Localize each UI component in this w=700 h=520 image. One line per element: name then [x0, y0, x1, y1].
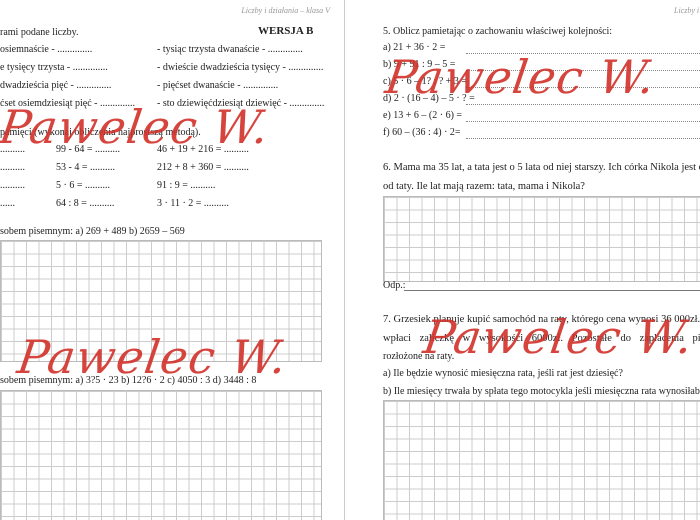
number-word-item: - sto dziewięćdziesiąt dziewięć - ......…: [157, 98, 325, 109]
mental-math-item: ......: [0, 198, 15, 209]
mental-math-item: 99 - 64 = ..........: [56, 144, 120, 155]
mental-math-item: 53 - 4 = ..........: [56, 162, 115, 173]
task-7b: b) Ile miesięcy trwała by spłata tego mo…: [383, 386, 700, 397]
task-5-item: e) 13 + 6 – (2 · 6) =: [383, 110, 463, 121]
version-label: WERSJA B: [258, 25, 314, 37]
mental-math-heading: pamięci (wykonaj obliczenia najprostszą …: [0, 127, 201, 138]
task-5-item: f) 60 – (36 : 4) · 2=: [383, 127, 461, 138]
grid-area[interactable]: [0, 240, 322, 362]
answer-label: Odp.:: [383, 280, 406, 291]
worksheet-page-right: Liczby i działania – klasa V 5. Oblicz p…: [346, 0, 700, 520]
answer-line[interactable]: [404, 290, 700, 291]
answer-dotted-line[interactable]: [466, 138, 700, 139]
mental-math-item: 212 + 8 + 360 = ..........: [157, 162, 249, 173]
answer-dotted-line[interactable]: [466, 104, 700, 105]
mental-math-item: 91 : 9 = ..........: [157, 180, 216, 191]
mental-math-item: ..........: [0, 162, 25, 173]
task-5-heading: 5. Oblicz pamietając o zachowaniu właści…: [383, 26, 613, 37]
grid-area[interactable]: [0, 390, 322, 520]
mental-math-item: 5 · 6 = ..........: [56, 180, 110, 191]
task-7-line3: rozłożone na raty.: [383, 351, 455, 362]
written-task-2: sobem pisemnym: a) 3?5 · 23 b) 12?6 · 2 …: [0, 375, 257, 386]
written-task-1: sobem pisemnym: a) 269 + 489 b) 2659 – 5…: [0, 226, 185, 237]
answer-dotted-line[interactable]: [466, 121, 700, 122]
task-7-line2: wpłaci zaliczkę w wysokości 6000zł. Pozo…: [383, 333, 700, 344]
task-6-line2: od taty. Ile lat mają razem: tata, mama …: [383, 181, 585, 192]
number-word-item: osiemnaście - ..............: [0, 44, 93, 55]
grid-area[interactable]: [383, 400, 700, 520]
worksheet-page-left: Liczby i działania – klasa V rami podane…: [0, 0, 345, 520]
task-5-item: d) 2 · (16 – 4) – 5 · ? =: [383, 93, 475, 104]
number-word-item: ćset osiemdziesiąt pięć - ..............: [0, 98, 135, 109]
answer-dotted-line[interactable]: [466, 87, 700, 88]
number-word-item: - tysiąc trzysta dwanaście - ...........…: [157, 44, 303, 55]
grid-area[interactable]: [383, 196, 700, 282]
mental-math-item: 46 + 19 + 216 = ..........: [157, 144, 249, 155]
number-word-item: e tysięcy trzysta - ..............: [0, 62, 108, 73]
mental-math-item: ..........: [0, 144, 25, 155]
task-7-line1: 7. Grzesiek planuje kupić samochód na ra…: [383, 314, 700, 325]
mental-math-item: 3 · 11 · 2 = ..........: [157, 198, 229, 209]
answer-dotted-line[interactable]: [466, 70, 700, 71]
mental-math-item: 64 : 8 = ..........: [56, 198, 115, 209]
task-6-line1: 6. Mama ma 35 lat, a tata jest o 5 lata …: [383, 162, 700, 173]
number-word-item: - pięćset dwanaście - ..............: [157, 80, 279, 91]
page-header: Liczby i działania – klasa V: [241, 6, 330, 15]
task-7a: a) Ile będzie wynosić miesięczna rata, j…: [383, 368, 623, 379]
number-word-item: - dwieście dwadzieścia tysięcy - .......…: [157, 62, 324, 73]
number-word-item: dwadzieścia pięć - ..............: [0, 80, 112, 91]
task-5-item: b) 9 + 91 : 9 – 5 =: [383, 59, 456, 70]
task-1-intro: rami podane liczby.: [0, 27, 79, 38]
task-5-item: c) 5 · 6 – 1? : ? + 3 =: [383, 76, 468, 87]
answer-dotted-line[interactable]: [466, 53, 700, 54]
page-header: Liczby i działania – klasa V: [674, 6, 700, 15]
mental-math-item: ..........: [0, 180, 25, 191]
task-5-item: a) 21 + 36 · 2 =: [383, 42, 446, 53]
